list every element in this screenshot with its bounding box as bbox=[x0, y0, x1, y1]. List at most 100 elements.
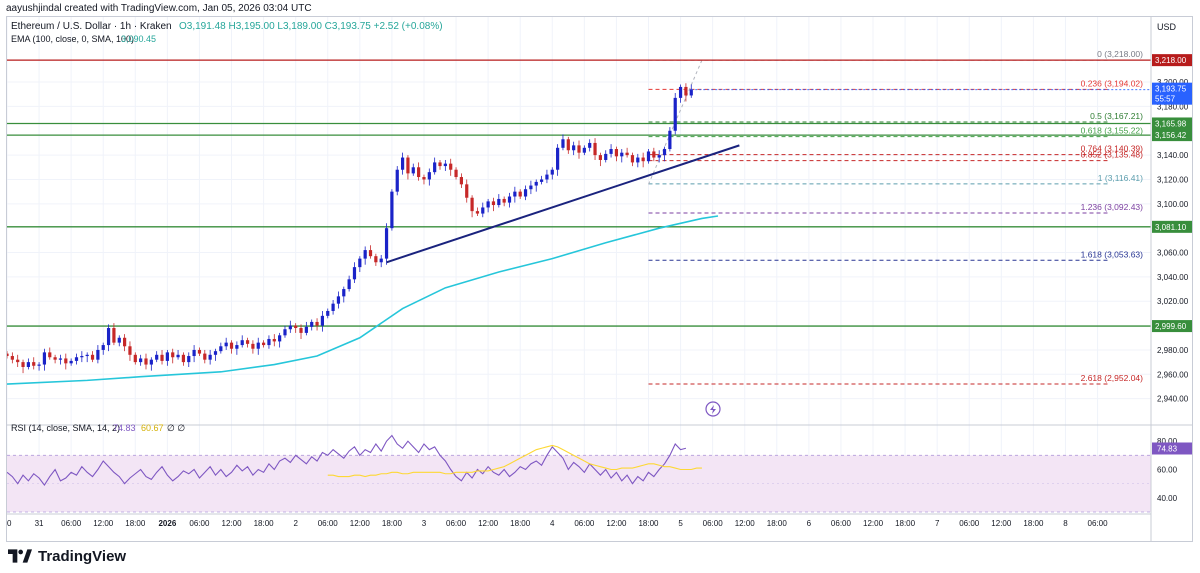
candle-body bbox=[518, 191, 522, 197]
candle-body bbox=[582, 147, 586, 153]
candle-body bbox=[106, 328, 111, 346]
ema-series bbox=[7, 215, 719, 385]
time-tick-label: 18:00 bbox=[638, 519, 659, 528]
candle-body bbox=[160, 354, 164, 361]
rsi-extra-values: ∅ ∅ bbox=[167, 423, 185, 433]
price-axis-labels: 3,218.00 3,165.98 3,156.42 3,081.10 2,999.60… bbox=[691, 54, 1192, 333]
candle-body bbox=[192, 349, 196, 357]
fib-labels: 0 (3,218.00) 0.236 (3,194.02) 0.5 (3,167.2… bbox=[1081, 49, 1144, 383]
candle-body bbox=[577, 145, 581, 153]
candle-body bbox=[245, 340, 250, 344]
ema-legend-value: 3,090.45 bbox=[121, 34, 156, 44]
price-level-tag bbox=[1152, 117, 1192, 130]
horizontal-levels bbox=[7, 59, 1151, 327]
candle-body bbox=[261, 342, 266, 346]
price-axis[interactable]: 3,200.00 3,180.00 3,140.00 3,120.00 3,100.00… bbox=[1157, 78, 1189, 404]
candle-body bbox=[90, 354, 95, 360]
time-tick-label: 06:00 bbox=[446, 519, 467, 528]
fib-level-label: 0 (3,218.00) bbox=[1097, 49, 1143, 59]
candle-body bbox=[523, 189, 528, 197]
price-tick-label: 3,140.00 bbox=[1157, 151, 1189, 160]
tradingview-logo[interactable]: TradingView bbox=[8, 546, 126, 566]
time-tick-label: 12:00 bbox=[350, 519, 371, 528]
candle-body bbox=[283, 329, 287, 336]
candle-body bbox=[368, 250, 373, 257]
time-tick-label: 12:00 bbox=[222, 519, 243, 528]
candle-body bbox=[507, 196, 512, 203]
fib-level-label: 1.618 (3,053.63) bbox=[1081, 249, 1144, 259]
candle-body bbox=[529, 185, 533, 190]
candle-body bbox=[539, 179, 544, 182]
time-tick-label: 12:00 bbox=[991, 519, 1012, 528]
time-tick-label: 31 bbox=[35, 519, 44, 528]
current-price-label: 3,193.75 bbox=[1155, 85, 1187, 94]
candle-body bbox=[604, 153, 608, 160]
candle-body bbox=[668, 130, 672, 150]
candle-body bbox=[272, 338, 276, 342]
candle-body bbox=[48, 352, 52, 358]
fib-level-label: 0.618 (3,155.22) bbox=[1081, 126, 1144, 136]
price-chart[interactable]: 0 (3,218.00) 0.236 (3,194.02) 0.5 (3,167.2… bbox=[7, 17, 1192, 541]
time-tick-label: 06:00 bbox=[1088, 519, 1109, 528]
candle-body bbox=[636, 157, 640, 163]
candle-body bbox=[652, 151, 656, 158]
time-tick-label: 3 bbox=[422, 519, 427, 528]
replay-icon[interactable] bbox=[705, 401, 721, 417]
candle-body bbox=[417, 167, 421, 178]
rsi-legend-label: RSI (14, close, SMA, 14, 2) bbox=[11, 423, 120, 433]
price-tick-label: 3,180.00 bbox=[1157, 102, 1189, 111]
fib-level-label: 0.764 (3,140.39) bbox=[1081, 144, 1144, 154]
time-tick-label: 00 bbox=[7, 519, 12, 528]
attribution-text: aayushjindal created with TradingView.co… bbox=[6, 3, 312, 14]
time-tick-label: 06:00 bbox=[831, 519, 852, 528]
price-tick-label: 3,100.00 bbox=[1157, 200, 1189, 209]
candle-body bbox=[101, 345, 105, 350]
chart-frame[interactable]: 0 (3,218.00) 0.236 (3,194.02) 0.5 (3,167.2… bbox=[6, 16, 1193, 542]
trendline bbox=[386, 144, 740, 264]
candle-body bbox=[133, 354, 137, 363]
fib-level-label: 1 (3,116.41) bbox=[1098, 173, 1143, 183]
rsi-tick-label: 60.00 bbox=[1157, 466, 1178, 475]
candle-body bbox=[534, 181, 538, 186]
candle-body bbox=[646, 151, 651, 162]
time-tick-label: 06:00 bbox=[703, 519, 724, 528]
time-tick-label: 18:00 bbox=[1023, 519, 1044, 528]
candle-body bbox=[358, 258, 362, 268]
fib-level-label: 0.852 (3,135.48) bbox=[1081, 150, 1144, 160]
candle-body bbox=[16, 359, 20, 363]
candle-body bbox=[411, 167, 415, 174]
rsi-axis[interactable]: 80.00 60.00 40.00 74.83 bbox=[1152, 437, 1192, 503]
candle-body bbox=[128, 346, 132, 355]
candle-body bbox=[74, 357, 79, 361]
price-tick-label: 3,120.00 bbox=[1157, 175, 1189, 184]
candle-body bbox=[26, 362, 30, 367]
ohlc-readout: O3,191.48 H3,195.00 L3,189.00 C3,193.75 … bbox=[179, 21, 443, 32]
candle-body bbox=[465, 184, 469, 198]
candle-body bbox=[342, 289, 346, 297]
candle-body bbox=[673, 97, 677, 131]
candle-body bbox=[235, 345, 239, 349]
candle-body bbox=[449, 163, 453, 170]
grid bbox=[7, 17, 1151, 512]
price-tick-label: 3,200.00 bbox=[1157, 78, 1189, 87]
current-price-tag bbox=[1152, 82, 1192, 105]
candle-body bbox=[470, 197, 474, 212]
rsi-series bbox=[7, 434, 687, 487]
candle-body bbox=[379, 258, 383, 263]
candle-body bbox=[7, 353, 9, 357]
candle-body bbox=[149, 359, 153, 365]
candle-body bbox=[384, 228, 389, 259]
time-axis[interactable]: 00 31 06:00 12:00 18:00 2026 06:00 12:00 18:00 2 0… bbox=[7, 519, 1108, 528]
price-level-tag bbox=[1152, 54, 1192, 67]
candle-body bbox=[336, 296, 341, 304]
time-tick-label: 06:00 bbox=[318, 519, 339, 528]
ema-line bbox=[7, 215, 719, 385]
fib-level-label: 0.236 (3,194.02) bbox=[1081, 78, 1144, 88]
time-tick-label: 12:00 bbox=[93, 519, 114, 528]
candle-body bbox=[96, 349, 100, 360]
candle-body bbox=[459, 177, 463, 185]
candle-body bbox=[58, 358, 63, 360]
candle-body bbox=[630, 155, 635, 163]
candle-body bbox=[572, 145, 576, 151]
candle-body bbox=[486, 201, 490, 208]
